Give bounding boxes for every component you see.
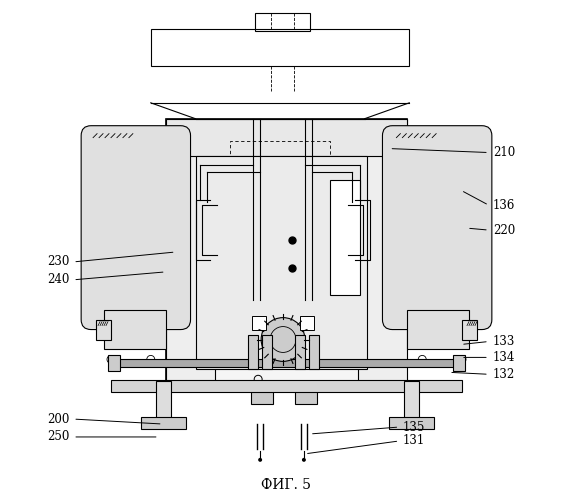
Text: 220: 220	[493, 224, 515, 236]
Bar	[407, 310, 469, 350]
Bar	[166, 118, 215, 384]
Bar	[453, 356, 465, 372]
Bar	[111, 360, 462, 368]
Bar	[248, 334, 258, 370]
Bar	[329, 180, 360, 294]
Bar	[262, 334, 272, 370]
Bar	[104, 310, 166, 350]
Text: 250: 250	[47, 430, 69, 444]
Bar	[166, 118, 407, 156]
Bar	[295, 334, 305, 370]
Bar	[309, 334, 319, 370]
Bar	[295, 384, 317, 404]
Bar	[300, 316, 314, 330]
Text: 131: 131	[402, 434, 425, 448]
Text: 133: 133	[493, 335, 515, 348]
Bar	[96, 320, 111, 340]
Bar	[390, 417, 434, 429]
Bar	[251, 384, 273, 404]
Text: 136: 136	[493, 198, 515, 212]
Bar	[166, 118, 407, 384]
Text: 200: 200	[47, 412, 69, 426]
Bar	[108, 356, 120, 372]
Text: 230: 230	[47, 256, 69, 268]
Bar	[111, 380, 462, 392]
Bar	[252, 316, 266, 330]
FancyBboxPatch shape	[81, 126, 191, 330]
Bar	[141, 417, 186, 429]
Bar	[255, 14, 310, 31]
Text: 210: 210	[493, 146, 515, 159]
Circle shape	[302, 458, 306, 462]
Bar	[156, 382, 171, 419]
Bar	[230, 140, 329, 200]
Bar	[462, 320, 477, 340]
Text: 132: 132	[493, 368, 515, 381]
Text: ФИГ. 5: ФИГ. 5	[261, 478, 311, 492]
Text: 135: 135	[402, 420, 425, 434]
Bar	[358, 118, 407, 384]
Text: 134: 134	[493, 351, 515, 364]
Bar	[195, 156, 367, 370]
Bar	[405, 382, 419, 419]
Text: 240: 240	[47, 274, 69, 286]
Circle shape	[258, 458, 262, 462]
Bar	[151, 29, 409, 66]
Circle shape	[261, 318, 305, 362]
FancyBboxPatch shape	[382, 126, 492, 330]
